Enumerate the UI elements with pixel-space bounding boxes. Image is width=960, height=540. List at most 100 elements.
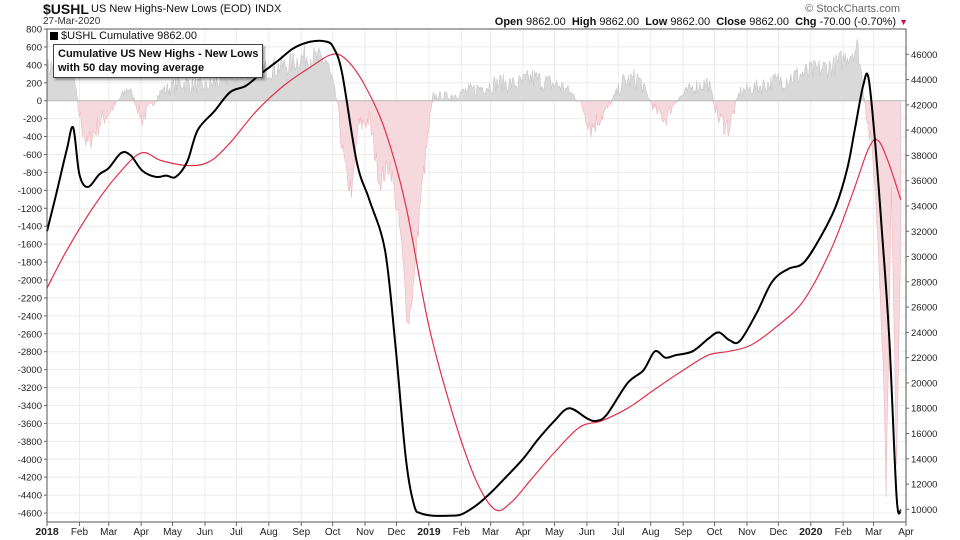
left-tick-label: -600 bbox=[23, 150, 42, 161]
hl-area-series bbox=[46, 38, 906, 498]
right-tick-label: 18000 bbox=[911, 404, 937, 415]
x-tick-label: Jun bbox=[197, 527, 213, 538]
right-tick-label: 42000 bbox=[911, 100, 937, 111]
annotation-line-1: Cumulative US New Highs - New Lows bbox=[58, 48, 259, 60]
left-tick-label: -3800 bbox=[18, 437, 42, 448]
annotation-box: Cumulative US New Highs - New Lows with … bbox=[53, 44, 264, 78]
hl-negative-area bbox=[46, 100, 902, 498]
plot-frame bbox=[46, 28, 907, 523]
x-tick-label: Feb bbox=[453, 527, 471, 538]
high-value: 9862.00 bbox=[599, 16, 640, 28]
chg-value: -70.00 (-0.70%) bbox=[819, 16, 897, 28]
left-tick-label: -200 bbox=[23, 114, 42, 125]
left-tick-label: -3000 bbox=[18, 365, 42, 376]
left-tick-label: -3600 bbox=[18, 419, 42, 430]
right-tick-label: 46000 bbox=[911, 50, 937, 61]
left-tick-label: -3200 bbox=[18, 383, 42, 394]
low-label: Low bbox=[645, 16, 668, 28]
x-tick-label: Apr bbox=[515, 527, 531, 538]
left-tick-label: -1600 bbox=[18, 240, 42, 251]
left-tick-label: -2800 bbox=[18, 347, 42, 358]
x-tick-label: May bbox=[163, 527, 182, 538]
x-tick-label: Apr bbox=[133, 527, 149, 538]
left-tick-label: -2600 bbox=[18, 329, 42, 340]
legend-text: $USHL Cumulative 9862.00 bbox=[61, 30, 197, 42]
x-tick-label: Feb bbox=[71, 527, 89, 538]
left-tick-label: -1800 bbox=[18, 258, 42, 269]
left-axis: 800 600 400 200 0 -200 -400 -600 -800 -1000 -1200 -… bbox=[18, 25, 47, 520]
x-tick-label: Mar bbox=[482, 527, 500, 538]
moving-average-line bbox=[46, 53, 902, 512]
x-tick-label: Aug bbox=[260, 527, 278, 538]
x-tick-label: Dec bbox=[388, 527, 406, 538]
right-tick-label: 32000 bbox=[911, 227, 937, 238]
left-tick-label: 800 bbox=[26, 25, 42, 36]
right-tick-label: 12000 bbox=[911, 480, 937, 491]
x-tick-label: Apr bbox=[898, 527, 914, 538]
right-tick-label: 20000 bbox=[911, 378, 937, 389]
high-label: High bbox=[571, 16, 597, 28]
left-tick-label: -4400 bbox=[18, 491, 42, 502]
left-tick-label: -3400 bbox=[18, 401, 42, 412]
x-tick-label: Nov bbox=[738, 527, 756, 538]
open-label: Open bbox=[494, 16, 523, 28]
right-tick-label: 44000 bbox=[911, 75, 937, 86]
right-tick-label: 38000 bbox=[911, 151, 937, 162]
close-value: 9862.00 bbox=[749, 16, 789, 28]
x-tick-label: Sep bbox=[292, 527, 310, 538]
open-value: 9862.00 bbox=[525, 16, 566, 28]
x-tick-label: Mar bbox=[100, 527, 118, 538]
down-arrow-icon: ▼ bbox=[899, 17, 908, 27]
x-tick-label: Jun bbox=[579, 527, 595, 538]
right-tick-label: 30000 bbox=[911, 252, 937, 263]
left-tick-label: -400 bbox=[23, 132, 42, 143]
left-tick-label: -4000 bbox=[18, 455, 42, 466]
right-axis: 46000 44000 42000 40000 38000 36000 34000 32000… bbox=[906, 50, 937, 516]
chg-label: Chg bbox=[795, 16, 817, 28]
symbol-label: $USHL bbox=[43, 1, 89, 17]
left-tick-label: -1400 bbox=[18, 222, 42, 233]
left-tick-label: 0 bbox=[37, 96, 42, 107]
left-tick-label: -4600 bbox=[18, 509, 42, 520]
chart-date: 27-Mar-2020 bbox=[43, 16, 101, 27]
line-series bbox=[46, 39, 902, 517]
x-tick-label: Feb bbox=[835, 527, 853, 538]
left-tick-label: -2400 bbox=[18, 311, 42, 322]
close-label: Close bbox=[716, 16, 747, 28]
right-tick-label: 28000 bbox=[911, 277, 937, 288]
x-tick-label: 2020 bbox=[799, 526, 823, 538]
plot-border bbox=[46, 28, 907, 523]
left-tick-label: -2000 bbox=[18, 275, 42, 286]
x-tick-label: 2019 bbox=[417, 526, 441, 538]
legend: $USHL Cumulative 9862.00 bbox=[50, 30, 197, 42]
right-tick-label: 14000 bbox=[911, 454, 937, 465]
x-tick-label: Dec bbox=[769, 527, 787, 538]
cumulative-line bbox=[46, 39, 902, 517]
left-tick-label: -1000 bbox=[18, 186, 42, 197]
right-tick-label: 22000 bbox=[911, 353, 937, 364]
left-tick-label: -4200 bbox=[18, 473, 42, 484]
legend-swatch bbox=[50, 32, 58, 41]
x-tick-label: Nov bbox=[356, 527, 374, 538]
x-tick-label: Mar bbox=[865, 527, 883, 538]
left-tick-label: -800 bbox=[23, 168, 42, 179]
quote-line: Open 9862.00 High 9862.00 Low 9862.00 Cl… bbox=[495, 16, 908, 28]
right-tick-label: 36000 bbox=[911, 176, 937, 187]
hl-positive-area bbox=[46, 38, 902, 102]
x-tick-label: Jul bbox=[612, 527, 625, 538]
left-tick-label: -2200 bbox=[18, 293, 42, 304]
symbol-description: US New Highs-New Lows (EOD) bbox=[91, 3, 252, 15]
x-tick-label: Oct bbox=[707, 527, 723, 538]
right-tick-label: 24000 bbox=[911, 328, 937, 339]
left-tick-label: 600 bbox=[26, 42, 42, 53]
left-tick-label: -1200 bbox=[18, 204, 42, 215]
x-tick-label: Aug bbox=[642, 527, 660, 538]
left-tick-label: 400 bbox=[26, 60, 42, 71]
stockcharts-credit: © StockCharts.com bbox=[805, 3, 900, 15]
annotation-line-2: with 50 day moving average bbox=[58, 62, 205, 74]
right-tick-label: 10000 bbox=[911, 505, 937, 516]
right-tick-label: 26000 bbox=[911, 303, 937, 314]
right-tick-label: 16000 bbox=[911, 429, 937, 440]
